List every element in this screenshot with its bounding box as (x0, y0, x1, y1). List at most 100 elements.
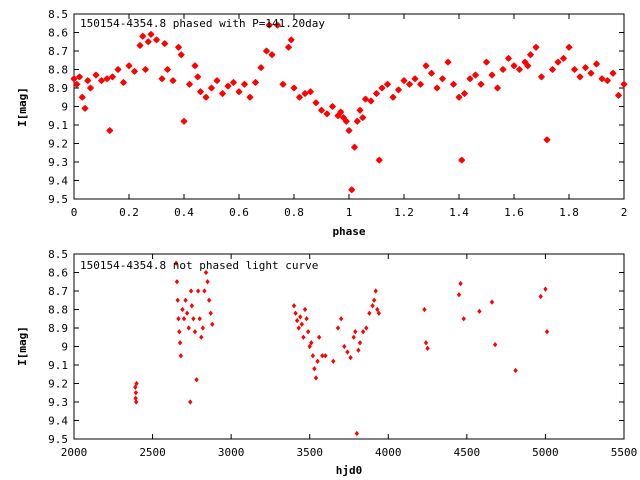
x-axis-label-phased: phase (332, 225, 365, 238)
data-point (192, 329, 198, 335)
data-point (144, 38, 152, 46)
data-point (229, 78, 238, 86)
data-point (174, 43, 183, 51)
y-axis-label-raw: I[mag] (16, 326, 29, 366)
data-point (207, 84, 216, 92)
data-point (423, 340, 429, 346)
data-point (609, 69, 617, 77)
data-point (317, 106, 326, 114)
data-point (614, 91, 623, 99)
data-point (296, 325, 301, 331)
data-point (309, 340, 314, 346)
data-point (202, 93, 210, 101)
data-point (295, 93, 304, 101)
data-point (492, 341, 498, 348)
data-point (312, 366, 317, 372)
data-point (306, 88, 315, 96)
data-point (114, 65, 122, 74)
data-point (422, 306, 427, 313)
data-point (310, 353, 316, 359)
x-tick-label-phased: 0 (71, 206, 78, 219)
x-tick-label-phased: 2 (621, 206, 628, 219)
data-point (328, 102, 337, 111)
data-point (554, 58, 562, 66)
data-point (184, 310, 190, 316)
data-point (251, 78, 260, 86)
data-point (299, 321, 305, 327)
data-point (375, 156, 383, 164)
data-point (177, 329, 182, 335)
data-point (307, 343, 312, 350)
data-point (515, 65, 524, 74)
y-tick-label-phased: 9.2 (48, 138, 68, 151)
data-point (433, 84, 441, 92)
y-tick-label-raw: 8.8 (48, 304, 68, 317)
data-point (367, 97, 375, 105)
data-point (199, 334, 204, 340)
data-point (133, 395, 138, 401)
data-point (458, 156, 466, 164)
data-point (141, 65, 150, 74)
y-axis-label-phased: I[mag] (16, 87, 29, 127)
data-point (367, 310, 372, 316)
data-point (371, 297, 377, 303)
data-point (81, 104, 89, 112)
data-point (335, 325, 341, 331)
data-point (70, 75, 78, 83)
data-point (147, 30, 155, 38)
data-point (361, 95, 370, 103)
data-point (108, 73, 117, 81)
data-point (268, 51, 276, 59)
data-point (373, 288, 378, 294)
data-point (293, 310, 298, 316)
data-point (370, 303, 375, 309)
y-tick-label-raw: 8.9 (48, 322, 68, 335)
data-point (543, 286, 548, 292)
data-point (524, 62, 532, 70)
data-point (345, 349, 350, 355)
y-tick-label-phased: 8.5 (48, 8, 68, 21)
data-point (302, 306, 308, 313)
data-point (218, 90, 227, 98)
data-point (240, 80, 249, 88)
data-point (422, 62, 430, 70)
y-tick-label-phased: 9.4 (48, 175, 68, 188)
x-tick-label-phased: 1.8 (559, 206, 579, 219)
y-tick-label-raw: 9.3 (48, 396, 68, 409)
data-point (587, 69, 595, 77)
data-point (197, 316, 202, 322)
data-point (290, 84, 298, 92)
data-point (206, 297, 212, 303)
data-point (338, 316, 344, 322)
data-point (488, 71, 496, 79)
data-point (353, 117, 361, 125)
data-point (188, 288, 194, 294)
data-point (196, 88, 205, 96)
data-point (576, 73, 584, 81)
data-point (133, 390, 139, 396)
data-point (177, 51, 185, 59)
data-point (262, 47, 271, 55)
x-tick-label-phased: 1.4 (449, 206, 469, 219)
data-point (175, 297, 180, 303)
data-point (195, 288, 201, 294)
data-point (416, 80, 425, 88)
data-point (208, 310, 213, 316)
data-point (581, 64, 590, 72)
data-point (136, 41, 144, 49)
data-point (180, 306, 185, 313)
data-point (186, 325, 191, 331)
x-tick-label-phased: 0.8 (284, 206, 304, 219)
data-point (163, 65, 172, 74)
data-point (477, 80, 485, 88)
data-point (103, 75, 111, 83)
data-point (455, 93, 463, 101)
data-point (357, 340, 363, 346)
data-point (356, 106, 364, 114)
data-point (320, 353, 325, 359)
plot-frame-raw (73, 253, 625, 440)
data-point (360, 329, 366, 335)
data-point (458, 280, 463, 287)
data-point (257, 64, 265, 72)
y-tick-label-phased: 8.9 (48, 82, 68, 95)
